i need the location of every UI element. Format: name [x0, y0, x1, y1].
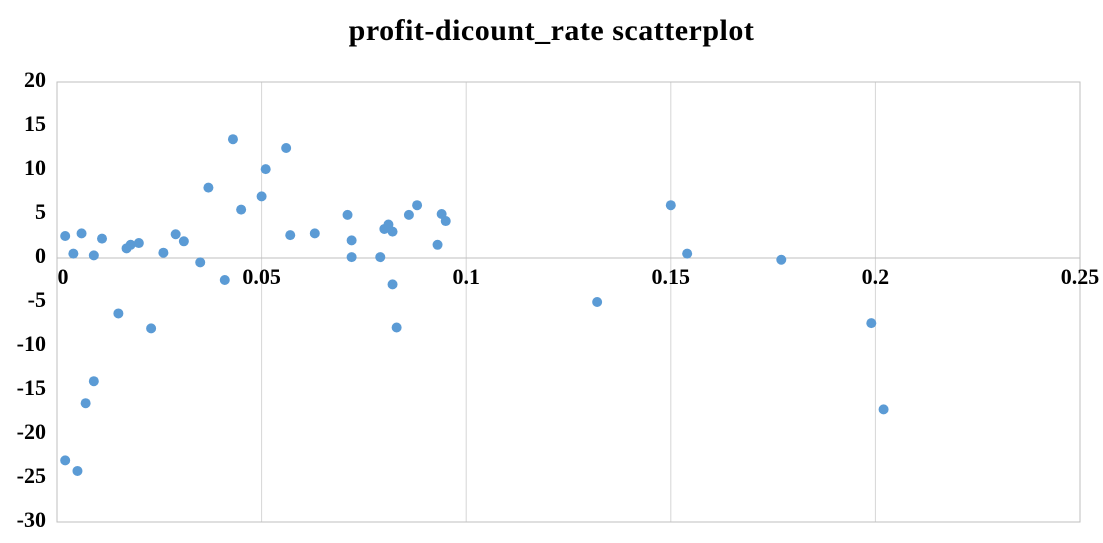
data-point — [60, 455, 71, 466]
data-point — [72, 465, 83, 476]
x-tick-label: 0.15 — [652, 264, 691, 289]
data-point — [219, 275, 230, 285]
data-point — [260, 164, 271, 175]
x-tick-label: 0.05 — [242, 264, 281, 289]
data-point — [60, 231, 71, 241]
data-point — [158, 247, 169, 258]
y-tick-label: 0 — [35, 243, 46, 268]
data-point — [776, 254, 787, 265]
y-tick-label: -5 — [28, 287, 46, 312]
y-tick-label: -25 — [17, 463, 46, 488]
data-point — [342, 209, 353, 220]
data-point — [375, 252, 386, 263]
data-point — [195, 257, 206, 268]
x-tick-label: 0.1 — [452, 264, 480, 289]
data-point — [391, 322, 402, 333]
data-point — [203, 182, 214, 193]
plot-border — [56, 81, 1081, 523]
data-point — [440, 216, 451, 227]
y-tick-label: -30 — [17, 507, 46, 532]
y-tick-label: -20 — [17, 419, 46, 444]
y-tick-label: 20 — [24, 67, 46, 92]
data-point — [309, 228, 320, 239]
data-point — [412, 200, 423, 211]
data-point — [256, 191, 267, 202]
y-tick-label: 5 — [35, 199, 46, 224]
x-tick-label: 0.2 — [862, 264, 890, 289]
chart-title: profit-dicount_rate scatterplot — [348, 14, 755, 47]
y-tick-label: -10 — [17, 331, 46, 356]
data-point — [113, 308, 124, 319]
data-point — [88, 376, 99, 387]
y-tick-label: 15 — [24, 111, 46, 136]
data-point — [97, 233, 108, 244]
data-point — [346, 235, 357, 246]
y-tick-label: -15 — [17, 375, 46, 400]
data-point — [170, 229, 181, 240]
data-point — [76, 228, 87, 239]
data-point — [125, 239, 136, 250]
data-point — [281, 143, 292, 153]
data-point — [387, 226, 398, 237]
data-point — [88, 250, 99, 261]
data-point — [236, 204, 247, 215]
data-point — [346, 252, 357, 263]
data-point — [403, 209, 414, 220]
data-point — [592, 297, 603, 307]
data-point — [285, 230, 296, 241]
x-tick-label: 0 — [58, 264, 69, 289]
data-point — [178, 236, 189, 247]
data-point — [387, 279, 398, 290]
data-point — [133, 238, 144, 249]
data-point — [866, 318, 877, 329]
data-point — [68, 248, 79, 259]
data-point — [146, 323, 157, 334]
data-point — [682, 248, 693, 259]
data-point — [665, 200, 676, 211]
data-point — [878, 404, 889, 415]
data-point — [227, 134, 238, 145]
y-tick-label: 10 — [24, 155, 46, 180]
x-tick-label: 0.25 — [1061, 264, 1100, 289]
data-point — [432, 239, 443, 250]
data-point — [80, 398, 91, 409]
